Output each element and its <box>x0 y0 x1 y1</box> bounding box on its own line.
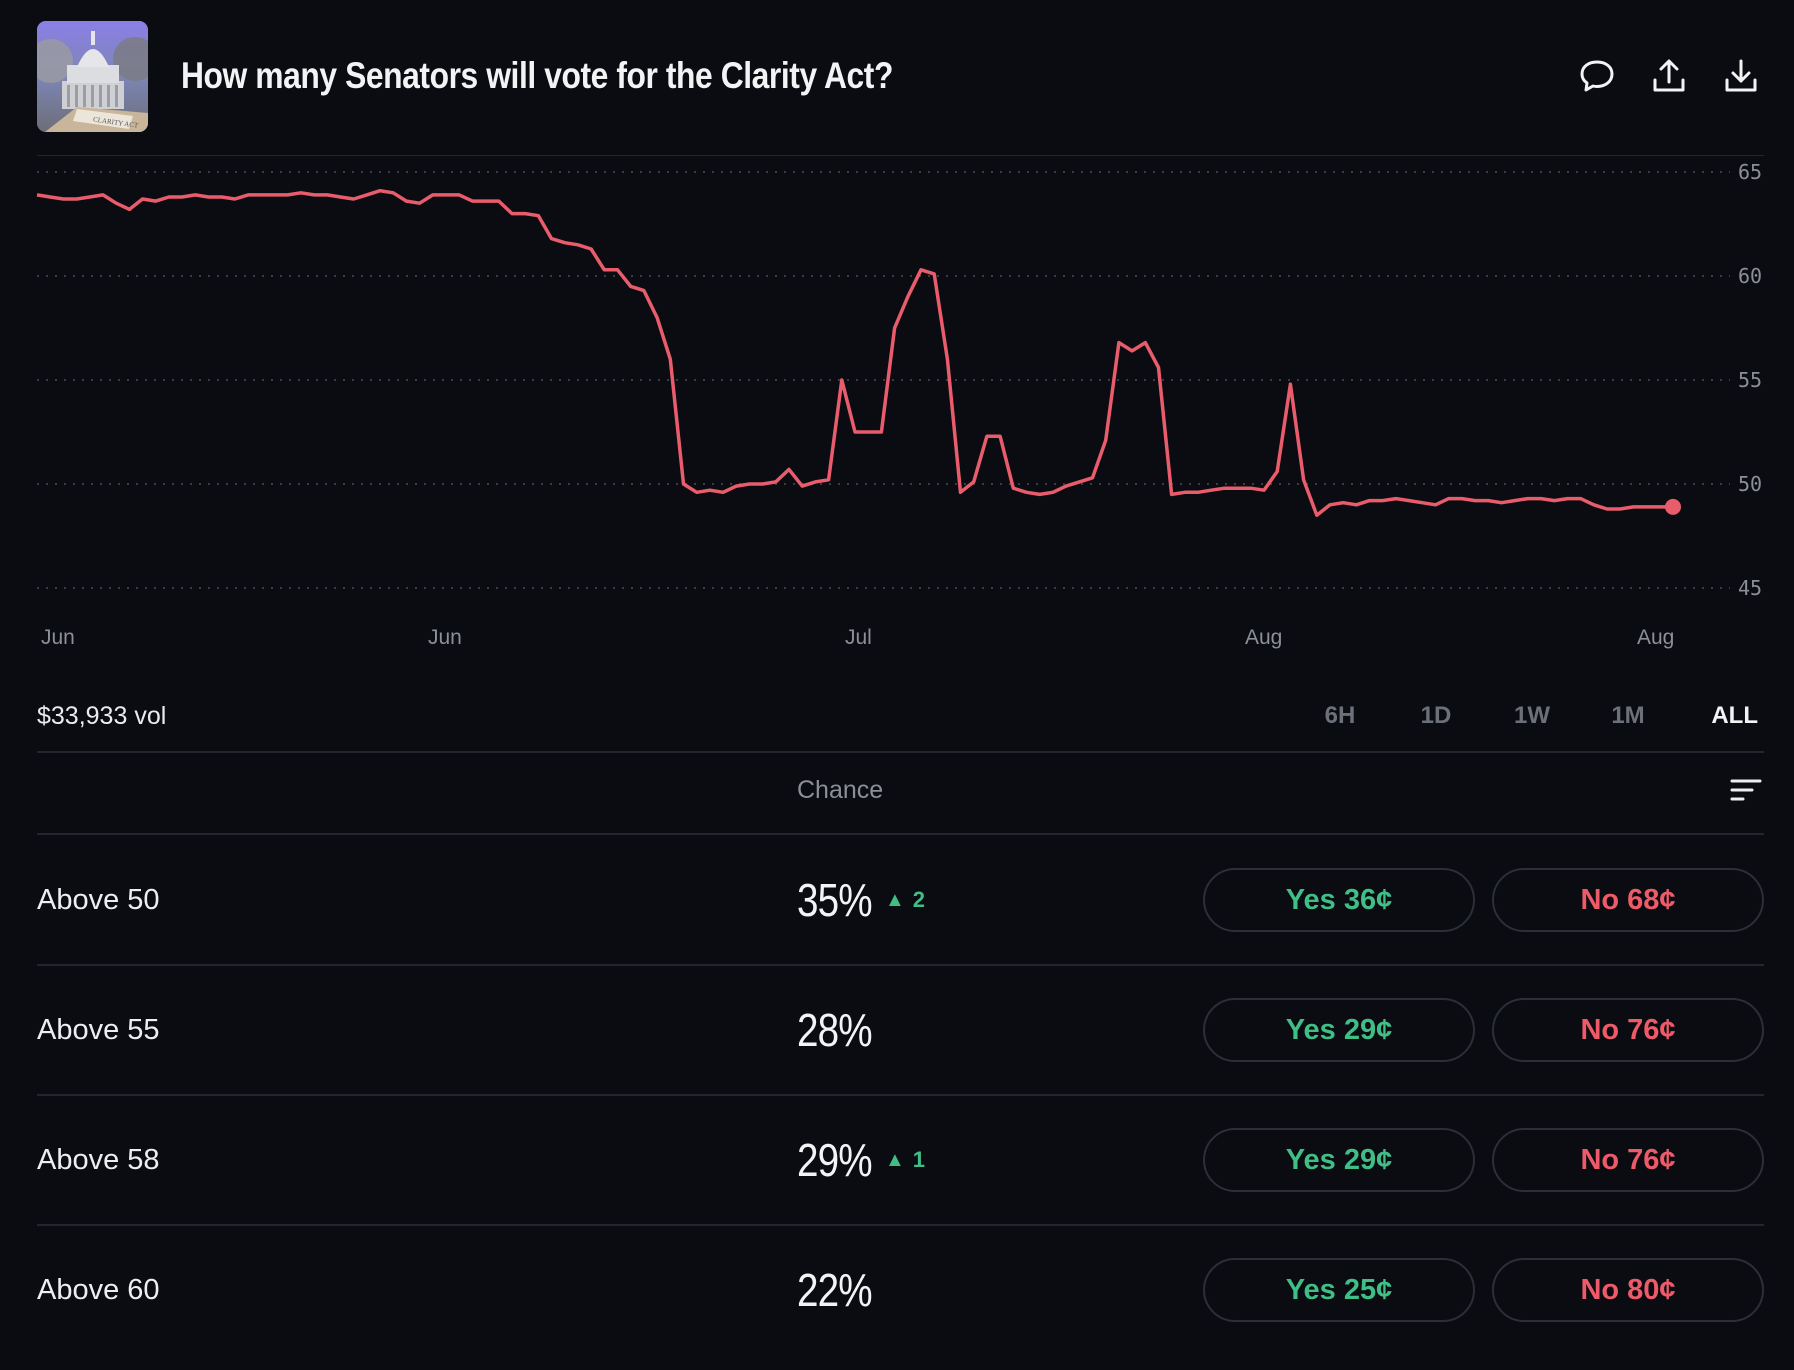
page-title: How many Senators will vote for the Clar… <box>181 55 893 96</box>
y-tick-label: 45 <box>1738 576 1762 600</box>
x-tick-label: Jul <box>845 626 872 649</box>
outcome-label: Above 50 <box>37 883 160 916</box>
share-icon[interactable] <box>1650 57 1688 95</box>
trade-buttons: Yes 29¢ No 76¢ <box>1203 998 1764 1062</box>
range-6h-button[interactable]: 6H <box>1324 702 1356 729</box>
trade-buttons: Yes 29¢ No 76¢ <box>1203 1128 1764 1192</box>
x-tick-label: Aug <box>1245 626 1282 649</box>
buy-no-button[interactable]: No 80¢ <box>1492 1258 1764 1322</box>
download-icon[interactable] <box>1722 57 1760 95</box>
price-chart[interactable]: 65 60 55 50 45 Jun Jun Jul Aug Aug <box>0 155 1794 665</box>
chance-value: 35% <box>797 874 873 926</box>
range-1m-button[interactable]: 1M <box>1611 702 1645 729</box>
buy-no-button[interactable]: No 68¢ <box>1492 868 1764 932</box>
buy-no-button[interactable]: No 76¢ <box>1492 1128 1764 1192</box>
buy-yes-button[interactable]: Yes 25¢ <box>1203 1258 1475 1322</box>
x-tick-label: Aug <box>1637 626 1674 649</box>
delta-value: 2 <box>912 887 926 912</box>
y-tick-label: 55 <box>1738 368 1762 392</box>
chance-value: 22% <box>797 1264 873 1316</box>
y-tick-label: 65 <box>1738 160 1762 184</box>
row-divider <box>37 1094 1764 1096</box>
buy-yes-button[interactable]: Yes 29¢ <box>1203 1128 1475 1192</box>
up-triangle-icon: ▲ <box>885 1148 905 1171</box>
range-all-button[interactable]: ALL <box>1711 702 1758 729</box>
y-tick-label: 50 <box>1738 472 1762 496</box>
outcome-label: Above 60 <box>37 1273 160 1306</box>
trade-buttons: Yes 36¢ No 68¢ <box>1203 868 1764 932</box>
series-line <box>36 188 1673 517</box>
header-divider <box>37 155 1764 156</box>
header-row-divider <box>37 833 1764 835</box>
buy-no-button[interactable]: No 76¢ <box>1492 998 1764 1062</box>
chance-header: Chance <box>797 776 884 804</box>
range-1w-button[interactable]: 1W <box>1514 702 1550 729</box>
chart-svg: 65 60 55 50 45 Jun Jun Jul Aug Aug <box>36 160 1762 649</box>
chance-delta: ▲ 2 <box>885 887 925 913</box>
time-range-selector: 6H 1D 1W 1M ALL <box>1292 702 1764 730</box>
outcome-label: Above 58 <box>37 1143 160 1176</box>
volume-range-row: $33,933 vol 6H 1D 1W 1M ALL <box>37 690 1764 742</box>
outcome-row[interactable]: Above 50 35% ▲ 2 Yes 36¢ No 68¢ <box>37 835 1764 965</box>
outcome-row[interactable]: Above 55 28% Yes 29¢ No 76¢ <box>37 965 1764 1095</box>
comment-icon[interactable] <box>1578 57 1616 95</box>
outcome-label: Above 55 <box>37 1013 160 1046</box>
outcome-row[interactable]: Above 58 29% ▲ 1 Yes 29¢ No 76¢ <box>37 1095 1764 1225</box>
x-tick-label: Jun <box>428 626 462 649</box>
chance-delta: ▲ 1 <box>885 1147 925 1173</box>
market-thumbnail: CLARITY ACT <box>37 20 148 132</box>
y-tick-label: 60 <box>1738 264 1762 288</box>
chance-value: 28% <box>797 1004 873 1056</box>
row-divider <box>37 1224 1764 1226</box>
table-top-divider <box>37 751 1764 753</box>
range-1d-button[interactable]: 1D <box>1420 702 1452 729</box>
market-header: CLARITY ACT How many Senators will vote … <box>37 20 1764 132</box>
volume-label: $33,933 vol <box>37 701 167 730</box>
buy-yes-button[interactable]: Yes 29¢ <box>1203 998 1475 1062</box>
chance-value: 29% <box>797 1134 873 1186</box>
buy-yes-button[interactable]: Yes 36¢ <box>1203 868 1475 932</box>
trade-buttons: Yes 25¢ No 80¢ <box>1203 1258 1764 1322</box>
outcome-row[interactable]: Above 60 22% Yes 25¢ No 80¢ <box>37 1225 1764 1355</box>
row-divider <box>37 964 1764 966</box>
sort-icon[interactable] <box>1730 778 1762 809</box>
up-triangle-icon: ▲ <box>885 888 905 911</box>
delta-value: 1 <box>912 1147 926 1172</box>
header-actions <box>1578 57 1764 95</box>
x-tick-label: Jun <box>41 626 75 649</box>
current-value-dot <box>1665 498 1681 515</box>
